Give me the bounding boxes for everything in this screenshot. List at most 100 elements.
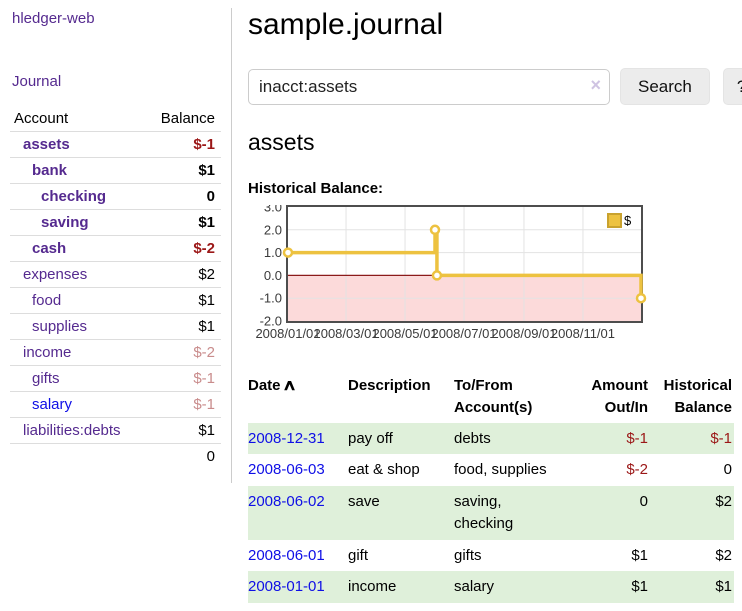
account-heading: assets [248, 129, 315, 155]
transaction-accounts: food, supplies [454, 461, 547, 479]
account-balance: $-2 [193, 344, 215, 361]
account-balance: $1 [198, 318, 215, 335]
account-balance: $1 [198, 162, 215, 179]
transaction-balance: 0 [723, 461, 732, 479]
chart-point [431, 270, 443, 281]
account-balance: $-2 [193, 240, 215, 257]
page-title: sample.journal [248, 8, 444, 41]
account-link[interactable]: expenses [23, 266, 88, 283]
y-axis-label: -2.0 [260, 314, 282, 329]
chart-point [635, 292, 647, 304]
account-link[interactable]: salary [32, 396, 73, 413]
chart-legend-swatch [607, 213, 622, 228]
register-row[interactable]: 2008-12-31 pay off debts $-1 $-1 [248, 422, 734, 455]
transaction-date-link[interactable]: 2008-06-01 [248, 546, 325, 564]
account-row: assets $-1 [10, 131, 221, 158]
y-axis-label: 1.0 [264, 245, 282, 260]
account-balance: $1 [198, 292, 215, 309]
search-input[interactable] [248, 68, 610, 105]
y-axis-label: -1.0 [260, 291, 282, 306]
transaction-amount: $1 [631, 546, 648, 564]
account-link[interactable]: income [23, 344, 72, 361]
register-row[interactable]: 2008-06-01 gift gifts $1 $2 [248, 540, 734, 572]
account-balance: $2 [198, 266, 215, 283]
sort-ascending-icon: ∧ [281, 377, 297, 394]
register-table: Date∧ Description To/From Account(s) Amo… [248, 371, 734, 603]
account-row: saving $1 [10, 209, 221, 236]
register-row[interactable]: 2008-01-01 income salary $1 $1 [248, 571, 734, 603]
accounts-balance-table: Account Balance assets $-1 bank $1 checking 0… [10, 106, 221, 469]
register-header-row: Date∧ Description To/From Account(s) Amo… [248, 371, 734, 423]
account-row: bank $1 [10, 157, 221, 184]
transaction-balance: $2 [715, 546, 732, 564]
chart-point [429, 224, 441, 236]
transaction-accounts: gifts [454, 546, 482, 564]
account-balance: $1 [198, 214, 215, 231]
chart-svg: $3.0 2.0 1.0 0.0 -1.0 -2.02008/01/012008/03/0… [255, 200, 647, 341]
y-axis-label: 3.0 [264, 205, 282, 215]
app-title-link[interactable]: hledger-web [12, 10, 95, 27]
account-link[interactable]: cash [32, 240, 67, 257]
account-link[interactable]: saving [41, 214, 89, 231]
search-input-wrap: × [248, 68, 610, 105]
register-row[interactable]: 2008-06-02 save saving, checking 0 $2 [248, 486, 734, 540]
transaction-amount: $1 [631, 578, 648, 596]
x-axis-label: 2008/03/01 [313, 326, 378, 341]
transaction-accounts: debts [454, 429, 491, 447]
transaction-balance: $-1 [710, 429, 732, 447]
register-col-balance: Historical Balance [663, 377, 732, 416]
account-row: gifts $-1 [10, 365, 221, 392]
account-balance: 0 [206, 188, 215, 205]
register-col-date[interactable]: Date∧ [248, 371, 348, 423]
transaction-date-link[interactable]: 2008-12-31 [248, 429, 325, 447]
account-row: cash $-2 [10, 235, 221, 262]
account-link[interactable]: food [32, 292, 62, 309]
transaction-accounts: saving, checking [454, 493, 514, 532]
account-link[interactable]: supplies [32, 318, 88, 335]
register-col-accounts: To/From Account(s) [454, 377, 533, 416]
search-bar: × Search ? [248, 68, 742, 105]
transaction-date-link[interactable]: 2008-06-03 [248, 461, 325, 479]
account-link[interactable]: bank [32, 162, 68, 179]
transaction-accounts: salary [454, 578, 495, 596]
x-axis-label: 2008/07/01 [431, 326, 496, 341]
y-axis-label: 0.0 [264, 268, 282, 283]
transaction-date-link[interactable]: 2008-01-01 [248, 578, 325, 596]
chart-point [282, 247, 294, 258]
accounts-col-account: Account [14, 110, 69, 127]
account-row: liabilities:debts $1 [10, 417, 221, 444]
chart-title: Historical Balance: [248, 180, 384, 197]
transaction-amount: 0 [639, 493, 648, 510]
transaction-description: save [348, 493, 380, 510]
register-col-description: Description [348, 377, 431, 394]
transaction-balance: $2 [715, 493, 732, 510]
account-balance: $-1 [193, 396, 215, 413]
accounts-total-row: 0 [10, 443, 221, 470]
historical-balance-chart[interactable]: $3.0 2.0 1.0 0.0 -1.0 -2.0 2008/01/01 2008/03/0… [248, 200, 648, 351]
x-axis-label: 2008/05/01 [372, 326, 437, 341]
account-row: checking 0 [10, 183, 221, 210]
account-balance: $-1 [193, 370, 215, 387]
sidebar: hledger-web Journal Account Balance asse… [8, 8, 232, 483]
account-link[interactable]: checking [41, 188, 107, 205]
chart-legend-label: $ [624, 213, 632, 228]
account-balance: $-1 [193, 136, 215, 153]
transaction-date-link[interactable]: 2008-06-02 [248, 493, 325, 510]
account-link[interactable]: liabilities:debts [23, 422, 121, 439]
transaction-amount: $-1 [626, 429, 648, 447]
account-row: food $1 [10, 287, 221, 314]
account-balance: $1 [198, 422, 215, 439]
accounts-col-balance: Balance [160, 110, 215, 127]
sidebar-item-journal[interactable]: Journal [12, 73, 62, 90]
search-button[interactable]: Search [620, 68, 710, 105]
transaction-description: gift [348, 546, 369, 564]
account-link[interactable]: assets [23, 136, 70, 153]
y-axis-label: 2.0 [264, 222, 282, 237]
register-row[interactable]: 2008-06-03 eat & shop food, supplies $-2 0 [248, 454, 734, 486]
help-button[interactable]: ? [722, 68, 742, 105]
account-link[interactable]: gifts [32, 370, 60, 387]
clear-search-icon[interactable]: × [590, 74, 601, 95]
x-axis-label: 2008/01/01 [255, 326, 320, 341]
accounts-header-row: Account Balance [10, 106, 221, 132]
x-axis-label: 2008/11/01 [551, 326, 615, 341]
